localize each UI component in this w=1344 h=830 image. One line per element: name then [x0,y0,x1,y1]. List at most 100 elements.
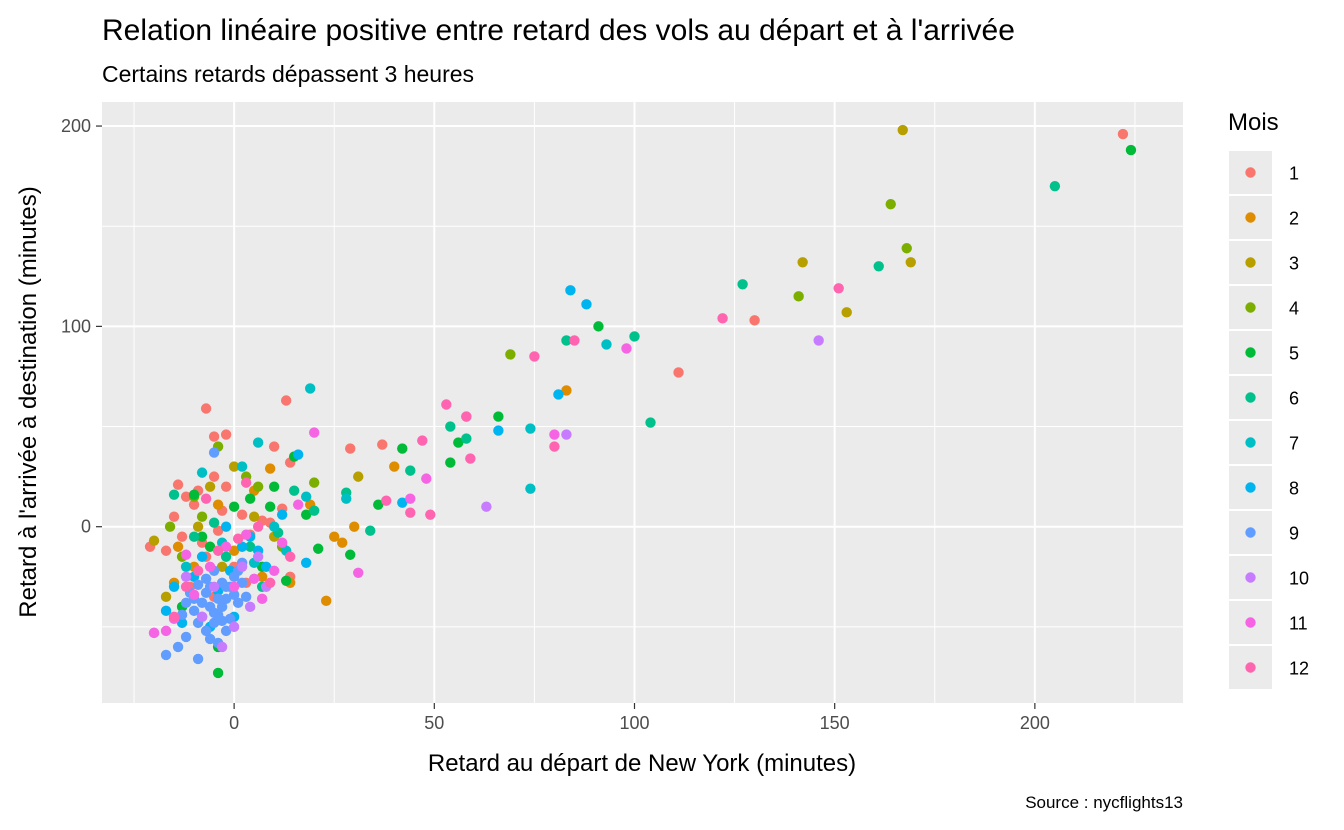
data-point-month-11 [276,537,288,548]
legend-swatch [1245,572,1256,583]
data-point-month-3 [841,307,852,318]
legend-label: 10 [1289,569,1309,589]
data-point-month-4 [885,198,896,210]
data-point-month-2 [349,521,360,532]
legend-item-12: 12 [1229,646,1309,689]
data-point-month-10 [196,611,208,623]
legend-label: 1 [1289,164,1299,184]
x-axis-label: Retard au départ de New York (minutes) [428,750,856,777]
data-point-month-1 [268,441,280,452]
data-point-month-6 [288,485,300,496]
data-point-month-11 [204,561,216,572]
data-point-month-1 [236,509,248,520]
data-point-month-10 [236,561,248,572]
data-point-month-11 [421,473,432,484]
data-point-month-12 [417,435,428,446]
x-tick-label: 0 [229,713,239,733]
data-point-month-5 [228,501,240,512]
chart-title: Relation linéaire positive entre retard … [102,14,1015,47]
data-point-month-10 [180,571,192,582]
data-point-month-9 [196,597,208,609]
data-point-month-5 [196,531,208,542]
data-point-month-9 [220,581,232,593]
data-point-month-5 [204,541,216,552]
data-point-month-12 [381,495,392,506]
data-point-month-2 [172,541,184,552]
data-point-month-11 [353,567,364,578]
data-point-month-9 [192,653,204,665]
data-point-month-9 [216,601,228,613]
data-point-month-1 [220,429,232,440]
y-axis-ticks: 0 100 200 [61,116,102,537]
data-point-month-7 [525,423,536,434]
data-point-month-9 [172,641,184,653]
data-point-month-8 [160,605,172,617]
data-point-month-12 [549,441,560,452]
data-point-month-9 [240,591,252,603]
data-point-month-8 [581,299,592,310]
data-point-month-8 [168,581,180,593]
legend-item-5: 5 [1229,331,1299,374]
data-point-month-12 [264,577,276,588]
legend-swatch [1245,437,1256,448]
data-point-month-8 [236,541,248,552]
legend-swatch [1245,167,1256,178]
data-point-month-2 [337,537,348,548]
data-point-month-12 [232,533,244,544]
legend-item-2: 2 [1229,196,1299,239]
x-tick-label: 50 [424,713,444,733]
data-point-month-7 [525,483,536,494]
data-point-month-2 [321,595,332,607]
data-point-month-3 [797,257,808,268]
data-point-month-1 [160,545,172,556]
legend-swatch [1245,302,1256,313]
data-point-month-8 [196,551,208,562]
data-point-month-12 [200,493,212,504]
data-point-month-5 [453,437,464,448]
data-point-month-9 [228,589,240,601]
data-point-month-9 [220,625,232,637]
data-point-month-3 [905,257,916,268]
data-point-month-1 [208,431,220,442]
data-point-month-9 [160,649,172,661]
data-point-month-4 [164,521,176,532]
data-point-month-10 [216,641,228,653]
legend-swatch [1245,617,1256,628]
x-tick-label: 100 [619,713,649,733]
data-point-month-6 [308,505,320,516]
data-point-month-1 [188,499,200,510]
data-point-month-6 [220,551,232,562]
data-point-month-9 [208,607,220,619]
legend-swatch [1245,392,1256,403]
data-point-month-5 [345,549,356,560]
data-point-month-5 [264,501,276,512]
data-point-month-5 [212,667,224,679]
data-point-month-6 [1049,180,1061,192]
data-point-month-12 [461,411,472,422]
data-point-month-8 [292,449,304,460]
data-point-month-6 [737,279,748,290]
data-point-month-9 [200,625,212,637]
data-point-month-9 [192,579,204,591]
data-point-month-7 [268,521,280,532]
data-point-month-12 [192,565,204,576]
data-point-month-10 [244,601,256,613]
data-point-month-9 [200,573,212,584]
legend-label: 12 [1289,659,1309,679]
data-point-month-12 [212,545,224,556]
x-tick-label: 150 [820,713,850,733]
data-point-month-11 [148,627,160,639]
data-point-month-8 [260,561,272,572]
data-point-month-5 [397,443,408,454]
data-point-month-1 [208,471,220,482]
data-point-month-12 [569,335,580,346]
data-point-month-11 [549,429,560,440]
data-point-month-2 [228,545,240,556]
legend-label: 6 [1289,389,1299,409]
data-point-month-2 [389,461,400,472]
data-point-month-12 [240,477,252,488]
data-point-month-9 [232,597,244,609]
data-point-month-3 [248,511,260,522]
